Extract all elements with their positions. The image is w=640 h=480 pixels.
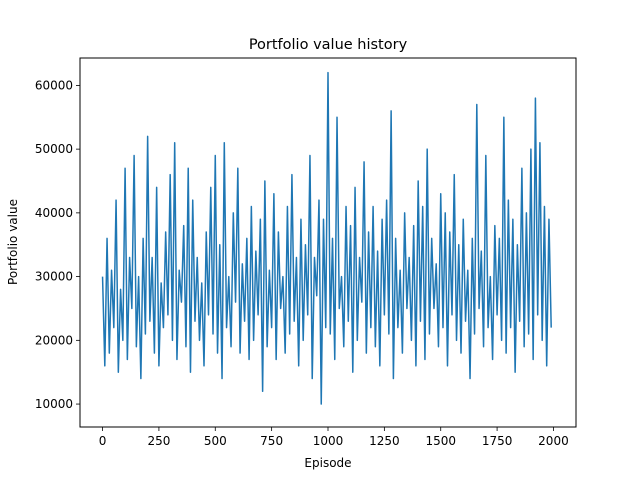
x-tick-label: 1500 [425, 434, 456, 448]
x-tick-label: 0 [99, 434, 107, 448]
y-tick-label: 30000 [35, 270, 73, 284]
y-axis-label: Portfolio value [6, 199, 20, 285]
x-axis-label: Episode [304, 456, 351, 470]
x-tick-label: 500 [204, 434, 227, 448]
y-tick-label: 50000 [35, 142, 73, 156]
x-tick-label: 2000 [538, 434, 569, 448]
y-tick-label: 40000 [35, 206, 73, 220]
chart-title: Portfolio value history [249, 37, 408, 53]
y-tick-label: 10000 [35, 397, 73, 411]
y-axis-ticks: 10000 20000 30000 40000 50000 60000 [35, 78, 80, 411]
plot-area [101, 71, 552, 405]
x-tick-label: 1250 [369, 434, 400, 448]
y-tick-label: 20000 [35, 333, 73, 347]
series-line-0 [101, 71, 552, 405]
y-tick-label: 60000 [35, 78, 73, 92]
x-tick-label: 250 [147, 434, 170, 448]
x-tick-label: 1750 [482, 434, 513, 448]
x-axis-ticks: 0 250 500 750 1000 1250 1500 1750 2000 [99, 427, 569, 448]
x-tick-label: 1000 [313, 434, 344, 448]
x-tick-label: 750 [260, 434, 283, 448]
axes-frame [79, 57, 577, 428]
